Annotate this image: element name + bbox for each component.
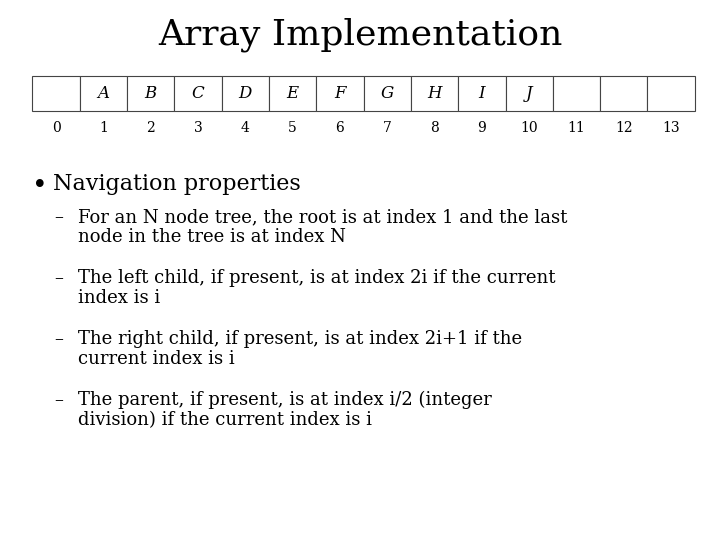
- Text: current index is i: current index is i: [78, 350, 235, 368]
- Bar: [553, 76, 600, 111]
- Bar: [316, 76, 364, 111]
- Text: H: H: [428, 85, 442, 102]
- Bar: [600, 76, 647, 111]
- Text: node in the tree is at index N: node in the tree is at index N: [78, 228, 346, 246]
- Bar: [458, 76, 505, 111]
- Text: 1: 1: [99, 122, 108, 136]
- Text: 6: 6: [336, 122, 344, 136]
- Text: 5: 5: [288, 122, 297, 136]
- Text: index is i: index is i: [78, 289, 160, 307]
- Text: J: J: [526, 85, 533, 102]
- Bar: [32, 76, 80, 111]
- Text: The right child, if present, is at index 2i+1 if the: The right child, if present, is at index…: [78, 330, 522, 348]
- Text: The parent, if present, is at index i/2 (integer: The parent, if present, is at index i/2 …: [78, 391, 492, 409]
- Text: 0: 0: [52, 122, 60, 136]
- Text: 12: 12: [615, 122, 633, 136]
- Text: A: A: [97, 85, 109, 102]
- Text: division) if the current index is i: division) if the current index is i: [78, 411, 372, 429]
- Text: 3: 3: [194, 122, 202, 136]
- Text: –: –: [54, 269, 63, 287]
- Text: •: •: [32, 173, 48, 198]
- Bar: [80, 76, 127, 111]
- Text: –: –: [54, 208, 63, 226]
- Text: Navigation properties: Navigation properties: [53, 173, 300, 195]
- Text: 4: 4: [241, 122, 250, 136]
- Text: 9: 9: [477, 122, 486, 136]
- Bar: [647, 76, 695, 111]
- Text: Array Implementation: Array Implementation: [158, 18, 562, 52]
- Text: C: C: [192, 85, 204, 102]
- Text: –: –: [54, 330, 63, 348]
- Text: E: E: [287, 85, 299, 102]
- Text: G: G: [381, 85, 394, 102]
- Bar: [411, 76, 458, 111]
- Text: 8: 8: [430, 122, 439, 136]
- Text: –: –: [54, 391, 63, 409]
- Text: F: F: [334, 85, 346, 102]
- Text: 7: 7: [383, 122, 392, 136]
- Bar: [364, 76, 411, 111]
- Text: 10: 10: [521, 122, 538, 136]
- Bar: [222, 76, 269, 111]
- Text: For an N node tree, the root is at index 1 and the last: For an N node tree, the root is at index…: [78, 208, 567, 226]
- Text: I: I: [479, 85, 485, 102]
- Bar: [174, 76, 222, 111]
- Text: 13: 13: [662, 122, 680, 136]
- Text: D: D: [238, 85, 252, 102]
- Bar: [505, 76, 553, 111]
- Bar: [127, 76, 174, 111]
- Text: B: B: [145, 85, 157, 102]
- Bar: [269, 76, 316, 111]
- Text: The left child, if present, is at index 2i if the current: The left child, if present, is at index …: [78, 269, 555, 287]
- Text: 11: 11: [567, 122, 585, 136]
- Text: 2: 2: [146, 122, 155, 136]
